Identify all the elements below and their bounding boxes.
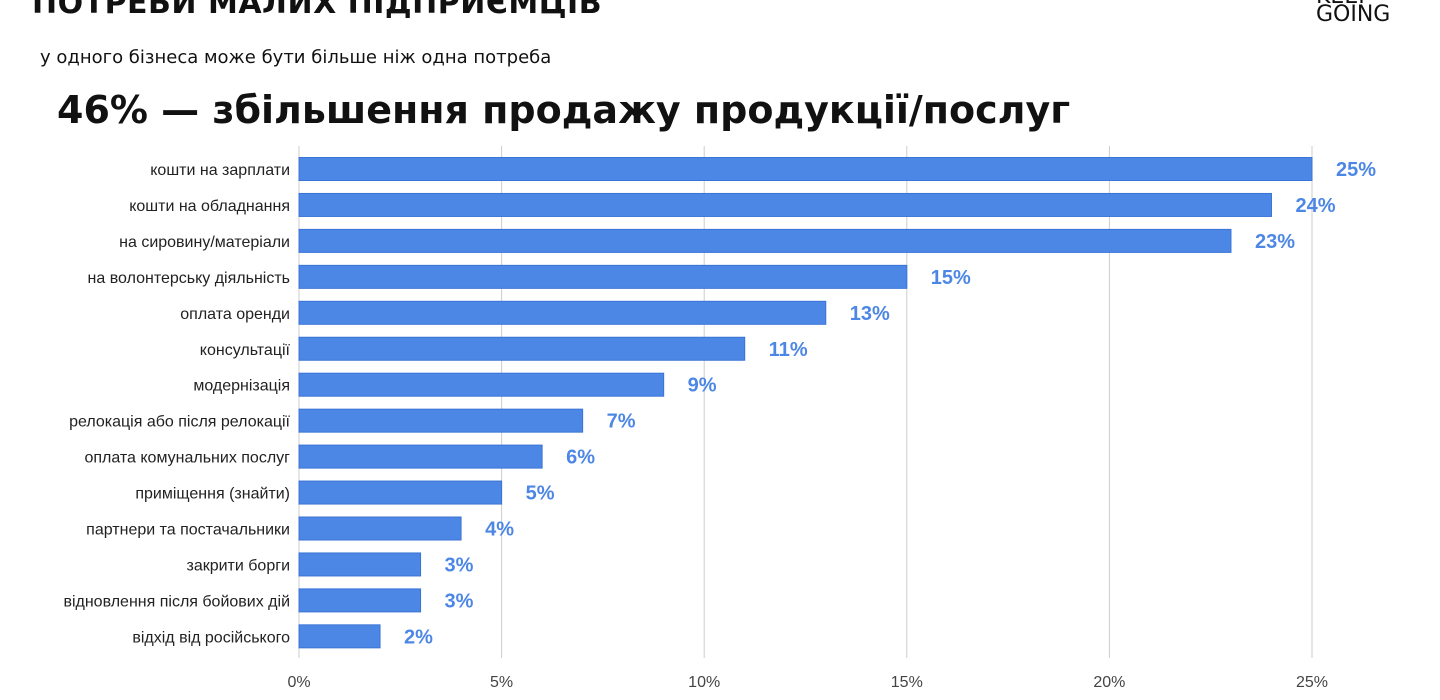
bar [298,336,746,361]
bar [298,624,381,649]
keep-going-logo: KEEP GOING [1314,0,1434,26]
category-label: на сировину/матеріали [119,234,290,251]
category-label: релокація або після релокації [69,414,290,431]
category-label: кошти на обладнання [129,198,290,215]
bar [298,372,665,397]
value-label: 9% [688,375,717,397]
category-label: відхід від російського [132,629,290,646]
bar [298,408,584,433]
bar [298,516,462,541]
value-label: 2% [404,626,433,648]
value-label: 24% [1295,195,1335,217]
x-tick-label: 15% [891,674,923,691]
value-label: 3% [445,590,474,612]
value-label: 7% [607,411,636,433]
logo-line-1: KEEP [1316,0,1372,8]
bar [298,264,908,289]
bar [298,444,543,469]
value-label: 3% [445,554,474,576]
bar [298,552,422,577]
category-label: кошти на зарплати [150,162,290,179]
x-tick-label: 5% [490,674,513,691]
bar [298,157,1313,181]
page-subtitle: у одного бізнеса може бути більше ніж од… [40,47,552,68]
bar [298,192,1272,217]
bar [298,300,827,325]
x-tick-label: 20% [1093,674,1125,691]
x-tick-label: 25% [1296,674,1328,691]
category-label: на волонтерську діяльність [88,270,290,287]
category-label: відновлення після бойових дій [63,593,290,610]
value-label: 15% [931,267,971,289]
category-label: приміщення (знайти) [135,486,290,503]
category-label: партнери та постачальники [86,522,290,539]
bar [298,480,503,505]
x-tick-label: 0% [287,674,310,691]
category-label: оплата оренди [180,306,290,323]
bar [298,588,422,613]
value-label: 25% [1336,159,1376,181]
value-label: 11% [769,339,808,361]
value-label: 13% [850,303,890,325]
page-title: ПОТРЕБИ МАЛИХ ПІДПРИЄМЦІВ [32,0,603,21]
value-label: 5% [526,483,555,505]
value-label: 23% [1255,231,1295,253]
logo-line-2: GOING [1316,2,1391,27]
value-label: 6% [566,447,595,469]
category-label: оплата комунальних послуг [84,450,290,467]
x-tick-label: 10% [688,674,720,691]
category-label: закрити борги [186,557,290,574]
chart-headline: 46% — збільшення продажу продукції/послу… [57,88,1071,132]
bar [298,228,1232,253]
value-label: 4% [485,519,514,541]
category-label: модернізація [193,378,290,395]
category-label: консультації [200,342,291,359]
